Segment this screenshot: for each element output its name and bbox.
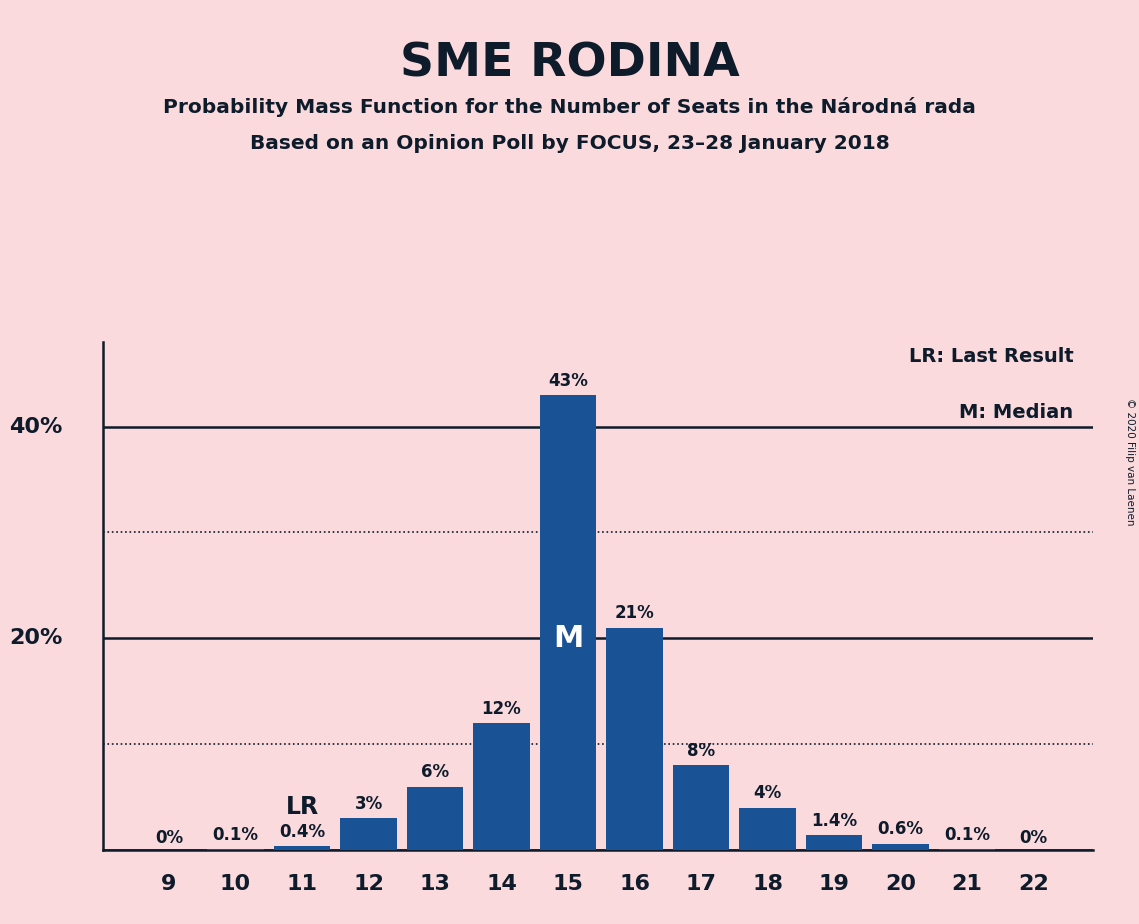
Text: SME RODINA: SME RODINA (400, 42, 739, 87)
Bar (540, 395, 597, 850)
Text: 0.1%: 0.1% (213, 826, 259, 844)
Bar (872, 844, 928, 850)
Text: 8%: 8% (687, 742, 715, 760)
Text: 0.6%: 0.6% (877, 821, 924, 838)
Text: 12%: 12% (482, 699, 522, 718)
Bar (207, 849, 264, 850)
Bar (474, 723, 530, 850)
Bar (273, 845, 330, 850)
Text: 0.4%: 0.4% (279, 822, 325, 841)
Text: M: Median: M: Median (959, 403, 1074, 422)
Text: 0%: 0% (155, 829, 183, 847)
Text: 3%: 3% (354, 795, 383, 813)
Text: 1.4%: 1.4% (811, 812, 858, 830)
Text: Based on an Opinion Poll by FOCUS, 23–28 January 2018: Based on an Opinion Poll by FOCUS, 23–28… (249, 134, 890, 153)
Bar (739, 808, 796, 850)
Text: Probability Mass Function for the Number of Seats in the Národná rada: Probability Mass Function for the Number… (163, 97, 976, 117)
Text: 0%: 0% (1019, 829, 1048, 847)
Text: M: M (552, 624, 583, 653)
Bar (805, 835, 862, 850)
Text: 20%: 20% (9, 628, 63, 649)
Text: © 2020 Filip van Laenen: © 2020 Filip van Laenen (1125, 398, 1134, 526)
Text: 6%: 6% (421, 763, 449, 782)
Bar (606, 627, 663, 850)
Text: 4%: 4% (753, 784, 781, 802)
Text: 43%: 43% (548, 371, 588, 390)
Text: LR: LR (286, 796, 319, 820)
Bar (407, 786, 464, 850)
Text: 0.1%: 0.1% (944, 826, 990, 844)
Text: 21%: 21% (615, 604, 655, 623)
Text: 40%: 40% (9, 417, 63, 436)
Bar (341, 819, 396, 850)
Bar (673, 765, 729, 850)
Text: LR: Last Result: LR: Last Result (909, 346, 1074, 366)
Bar (939, 849, 995, 850)
